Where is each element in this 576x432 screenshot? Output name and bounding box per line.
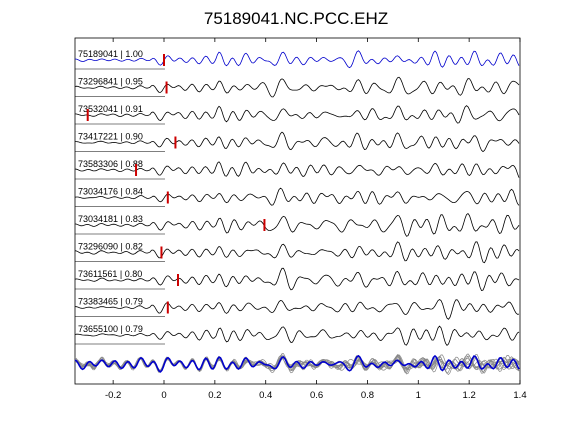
x-tick-label: 1.4 — [513, 390, 526, 401]
x-tick-label: 0.2 — [208, 390, 221, 401]
chart-title: 75189041.NC.PCC.EHZ — [204, 9, 388, 28]
waveform-trace — [74, 187, 520, 206]
waveform-trace — [74, 105, 520, 124]
trace-label: 73417221 | 0.90 — [78, 132, 143, 142]
x-tick-label: 0.8 — [361, 390, 374, 401]
waveform-trace — [74, 299, 520, 320]
stack-group — [74, 353, 520, 375]
waveform-trace — [74, 76, 520, 98]
x-tick-label: 0.6 — [310, 390, 323, 401]
waveform-trace — [74, 267, 520, 291]
trace-label: 73296841 | 0.95 — [78, 77, 143, 87]
waveform-trace — [75, 131, 520, 153]
x-tick-label: 1.2 — [463, 390, 476, 401]
x-axis: -0.2 0 0.2 0.4 0.6 0.8 1 1.2 1.4 — [105, 38, 527, 401]
trace-label: 73583306 | 0.88 — [78, 159, 143, 169]
trace-label: 75189041 | 1.00 — [78, 49, 143, 59]
plot-frame — [74, 37, 521, 385]
waveform-trace — [74, 161, 520, 178]
trace-label: 73383465 | 0.79 — [78, 297, 143, 307]
trace-group: 75189041 | 1.00 73296841 | 0.95 73532041 |… — [74, 49, 520, 347]
x-tick-label: -0.2 — [105, 390, 121, 401]
x-tick-label: 0.4 — [259, 390, 272, 401]
trace-label: 73611561 | 0.80 — [78, 269, 142, 279]
trace-label: 73296090 | 0.82 — [78, 242, 143, 252]
waveform-trace — [74, 212, 520, 237]
trace-label: 73532041 | 0.91 — [78, 104, 143, 114]
x-tick-label: 1 — [416, 390, 421, 401]
stack-reference-trace — [74, 354, 520, 373]
waveform-trace — [74, 50, 520, 69]
waveform-trace — [74, 241, 520, 264]
trace-label: 73655100 | 0.79 — [78, 324, 143, 334]
trace-label: 73034181 | 0.83 — [78, 214, 143, 224]
waveform-trace — [74, 325, 520, 347]
trace-label: 73034176 | 0.84 — [78, 187, 143, 197]
x-tick-label: 0 — [161, 390, 166, 401]
